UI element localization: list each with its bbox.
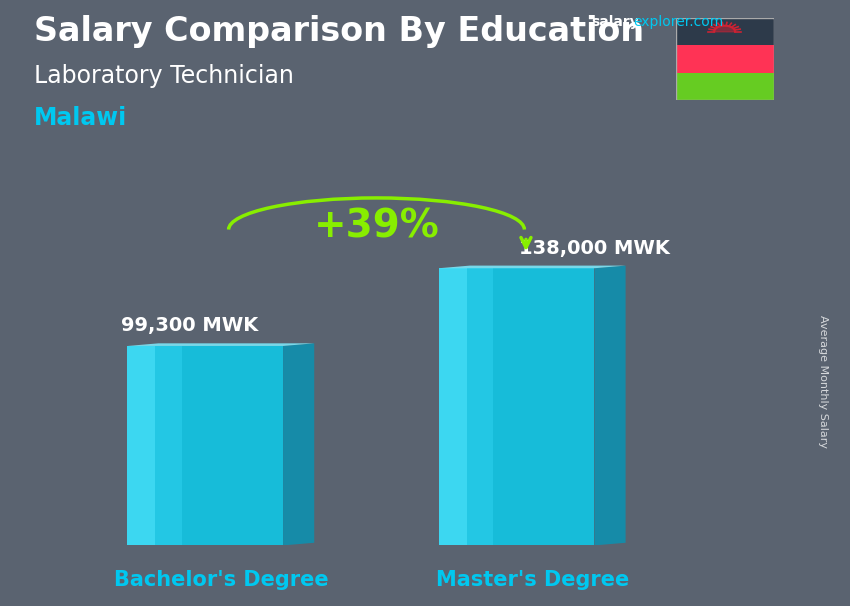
Polygon shape: [128, 346, 283, 545]
Polygon shape: [128, 344, 314, 346]
Text: Malawi: Malawi: [34, 106, 127, 130]
Polygon shape: [439, 268, 594, 545]
Polygon shape: [283, 344, 314, 545]
Bar: [676, 18, 774, 45]
Text: 138,000 MWK: 138,000 MWK: [519, 239, 670, 258]
Polygon shape: [493, 268, 594, 545]
Text: explorer.com: explorer.com: [633, 15, 723, 29]
Polygon shape: [128, 346, 156, 545]
Text: Salary Comparison By Education: Salary Comparison By Education: [34, 15, 644, 48]
Bar: [676, 45, 774, 73]
Polygon shape: [439, 265, 626, 268]
Text: Laboratory Technician: Laboratory Technician: [34, 64, 294, 88]
Text: +39%: +39%: [314, 207, 439, 245]
Polygon shape: [714, 25, 735, 32]
Polygon shape: [594, 265, 626, 545]
Text: Average Monthly Salary: Average Monthly Salary: [818, 315, 828, 448]
Bar: [676, 73, 774, 100]
Text: Master's Degree: Master's Degree: [435, 570, 629, 590]
Polygon shape: [439, 268, 467, 545]
Polygon shape: [182, 346, 283, 545]
Text: salary: salary: [591, 15, 638, 29]
Text: Bachelor's Degree: Bachelor's Degree: [114, 570, 328, 590]
Text: 99,300 MWK: 99,300 MWK: [121, 316, 258, 335]
